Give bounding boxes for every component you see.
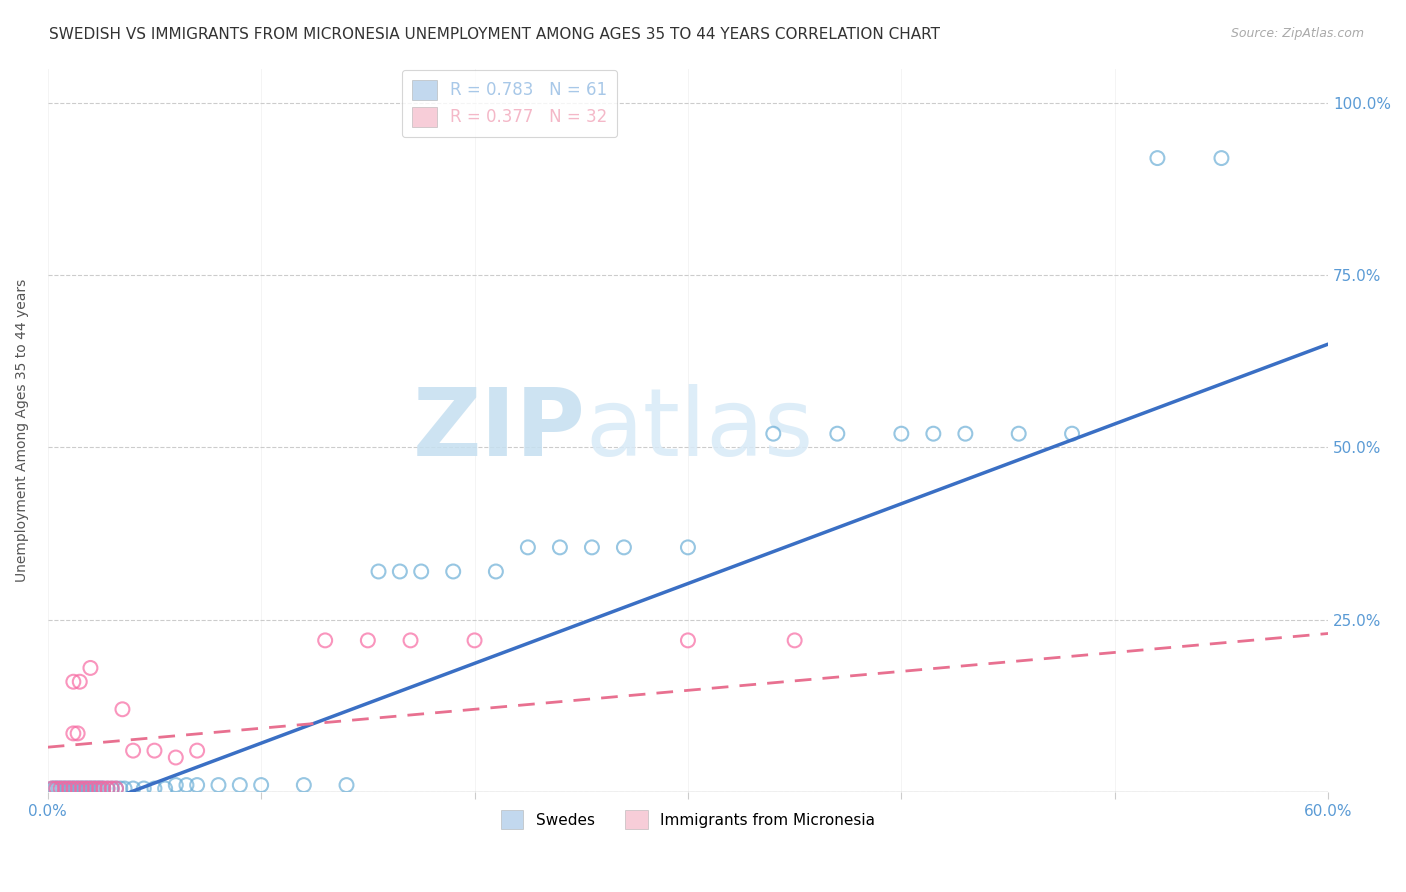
Point: [153, 781, 176, 796]
Text: SWEDISH VS IMMIGRANTS FROM MICRONESIA UNEMPLOYMENT AMONG AGES 35 TO 44 YEARS COR: SWEDISH VS IMMIGRANTS FROM MICRONESIA UN…: [49, 27, 941, 42]
Point: [411, 565, 433, 579]
Point: [186, 778, 208, 792]
Point: [207, 778, 229, 792]
Point: [62, 781, 84, 796]
Point: [516, 541, 538, 555]
Point: [49, 781, 72, 796]
Point: [676, 541, 699, 555]
Text: ZIP: ZIP: [412, 384, 585, 476]
Point: [41, 781, 63, 796]
Point: [79, 781, 101, 796]
Point: [399, 633, 422, 648]
Point: [49, 781, 72, 796]
Text: Source: ZipAtlas.com: Source: ZipAtlas.com: [1230, 27, 1364, 40]
Point: [1146, 151, 1168, 165]
Point: [176, 778, 198, 792]
Point: [58, 781, 80, 796]
Point: [357, 633, 380, 648]
Point: [83, 781, 105, 796]
Point: [41, 781, 63, 796]
Point: [143, 781, 166, 796]
Point: [122, 744, 145, 758]
Point: [73, 781, 96, 796]
Point: [1060, 426, 1083, 441]
Point: [86, 781, 108, 796]
Point: [922, 426, 945, 441]
Point: [122, 781, 145, 796]
Point: [58, 781, 80, 796]
Point: [100, 781, 122, 796]
Point: [53, 781, 76, 796]
Y-axis label: Unemployment Among Ages 35 to 44 years: Unemployment Among Ages 35 to 44 years: [15, 278, 30, 582]
Point: [90, 781, 112, 796]
Point: [548, 541, 571, 555]
Point: [783, 633, 806, 648]
Point: [105, 781, 128, 796]
Point: [335, 778, 357, 792]
Point: [441, 565, 464, 579]
Point: [60, 781, 83, 796]
Point: [110, 781, 132, 796]
Point: [65, 781, 87, 796]
Point: [96, 781, 118, 796]
Point: [464, 633, 486, 648]
Point: [45, 781, 67, 796]
Point: [91, 781, 114, 796]
Point: [69, 781, 91, 796]
Point: [91, 781, 114, 796]
Point: [62, 781, 84, 796]
Point: [114, 781, 136, 796]
Point: [1008, 426, 1031, 441]
Point: [955, 426, 977, 441]
Point: [143, 744, 166, 758]
Point: [69, 674, 91, 689]
Point: [62, 726, 84, 740]
Point: [70, 781, 93, 796]
Point: [105, 781, 128, 796]
Point: [82, 781, 104, 796]
Point: [53, 781, 76, 796]
Point: [66, 781, 89, 796]
Point: [388, 565, 411, 579]
Point: [87, 781, 110, 796]
Point: [367, 565, 389, 579]
Point: [66, 726, 89, 740]
Point: [165, 750, 187, 764]
Point: [79, 781, 101, 796]
Point: [96, 781, 118, 796]
Point: [48, 781, 70, 796]
Point: [87, 781, 110, 796]
Point: [676, 633, 699, 648]
Point: [100, 781, 122, 796]
Point: [762, 426, 785, 441]
Point: [890, 426, 912, 441]
Text: atlas: atlas: [585, 384, 814, 476]
Point: [75, 781, 97, 796]
Point: [44, 781, 66, 796]
Point: [70, 781, 93, 796]
Point: [1211, 151, 1233, 165]
Point: [186, 744, 208, 758]
Point: [314, 633, 336, 648]
Point: [66, 781, 89, 796]
Point: [165, 778, 187, 792]
Point: [79, 661, 101, 675]
Point: [77, 781, 100, 796]
Point: [83, 781, 105, 796]
Point: [827, 426, 849, 441]
Point: [56, 781, 79, 796]
Point: [485, 565, 508, 579]
Point: [292, 778, 315, 792]
Point: [75, 781, 97, 796]
Point: [132, 781, 155, 796]
Legend: Swedes, Immigrants from Micronesia: Swedes, Immigrants from Micronesia: [495, 804, 882, 835]
Point: [229, 778, 252, 792]
Point: [613, 541, 636, 555]
Point: [62, 674, 84, 689]
Point: [111, 702, 134, 716]
Point: [52, 781, 75, 796]
Point: [581, 541, 603, 555]
Point: [250, 778, 273, 792]
Point: [45, 781, 67, 796]
